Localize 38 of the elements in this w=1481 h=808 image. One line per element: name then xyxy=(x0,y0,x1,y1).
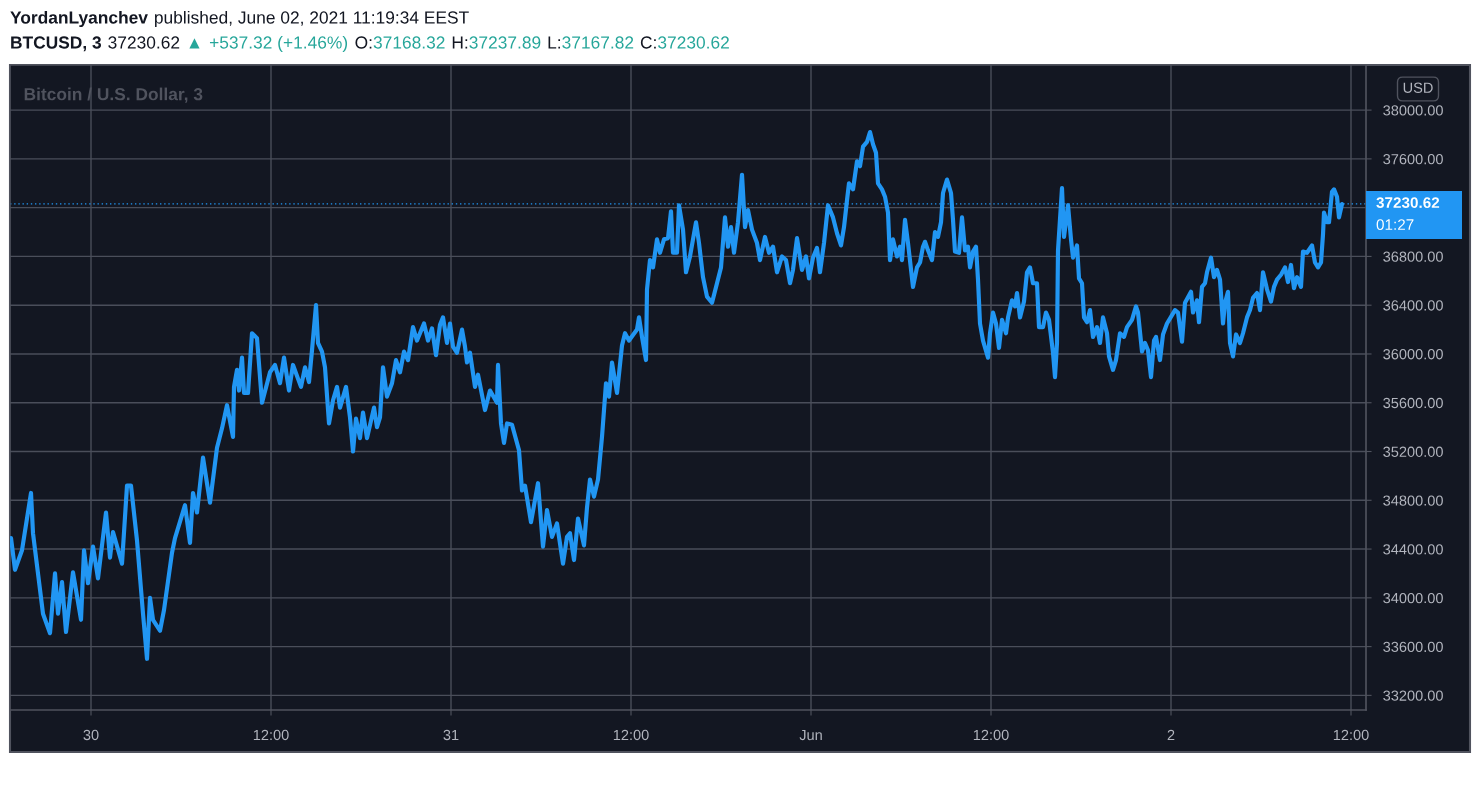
text: L: xyxy=(548,36,561,49)
text: ▲ xyxy=(189,38,200,49)
text: 37230.62 xyxy=(108,36,180,49)
x-tick-label: 12:00 xyxy=(973,729,1009,741)
text: BTCUSD, 3 xyxy=(11,36,102,52)
y-tick-label: 36000.00 xyxy=(1383,349,1443,360)
x-tick-label: 2 xyxy=(1167,729,1175,741)
x-tick-label: 12:00 xyxy=(613,729,649,741)
y-tick-label: 34800.00 xyxy=(1383,495,1443,506)
ref-line-label: 37230.62 xyxy=(1376,197,1440,209)
x-tick-label: 31 xyxy=(443,729,459,741)
y-tick-label: 35200.00 xyxy=(1383,446,1443,457)
y-tick-label: 38000.00 xyxy=(1383,105,1443,116)
y-tick-label: 33600.00 xyxy=(1383,641,1443,653)
x-tick-label: 12:00 xyxy=(1333,729,1369,741)
text: 37167.82 xyxy=(562,36,634,49)
x-tick-label: 12:00 xyxy=(253,729,289,741)
x-tick-label: 30 xyxy=(83,729,99,741)
text: 37168.32 xyxy=(373,36,445,49)
y-tick-label: 35600.00 xyxy=(1383,397,1443,409)
text: C: xyxy=(640,36,656,49)
text: published, June 02, 2021 11:19:34 EEST xyxy=(155,10,469,28)
y-tick-label: 36400.00 xyxy=(1383,300,1443,311)
text: H: xyxy=(452,36,468,49)
text: +537.32 (+1.46%) xyxy=(209,35,348,53)
y-tick-label: 34000.00 xyxy=(1383,592,1443,604)
x-tick-label: Jun xyxy=(799,729,822,741)
text: 37230.62 xyxy=(658,36,729,49)
y-tick-label: 36800.00 xyxy=(1383,251,1443,262)
y-tick-label: 33200.00 xyxy=(1383,690,1443,701)
text: 01:27 xyxy=(1376,219,1414,231)
text: Bitcoin / U.S. Dollar, 3 xyxy=(24,87,203,103)
text: O: xyxy=(355,36,372,49)
y-axis-title: USD xyxy=(1403,82,1433,93)
text: 37237.89 xyxy=(469,36,541,49)
text: YordanLyanchev xyxy=(10,10,148,28)
y-tick-label: 37600.00 xyxy=(1383,153,1443,165)
y-tick-label: 34400.00 xyxy=(1383,544,1443,555)
